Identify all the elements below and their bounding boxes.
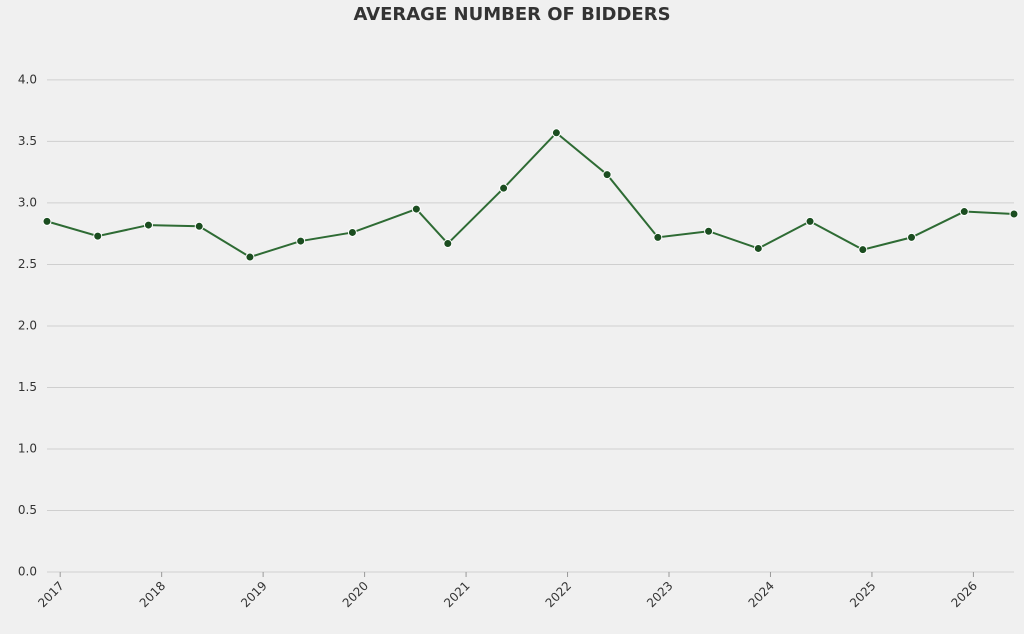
y-tick-label: 2.5 xyxy=(18,257,37,271)
x-tick-label: 2020 xyxy=(340,579,371,610)
x-tick-label: 2023 xyxy=(644,579,675,610)
data-point xyxy=(653,232,663,242)
data-point xyxy=(443,239,453,249)
data-point xyxy=(704,226,714,236)
y-tick-label: 1.5 xyxy=(18,380,37,394)
x-tick-label: 2019 xyxy=(238,579,269,610)
data-point xyxy=(143,220,153,230)
chart-title: AVERAGE NUMBER OF BIDDERS xyxy=(353,4,670,25)
x-tick-label: 2018 xyxy=(137,579,168,610)
y-tick-label: 0.0 xyxy=(18,565,37,579)
data-point xyxy=(551,128,561,138)
data-point xyxy=(499,183,509,193)
data-point xyxy=(1009,209,1019,219)
x-tick-label: 2024 xyxy=(746,579,777,610)
data-point xyxy=(93,231,103,241)
x-tick-label: 2021 xyxy=(441,579,472,610)
data-point xyxy=(296,236,306,246)
x-tick-label: 2025 xyxy=(847,579,878,610)
data-point xyxy=(411,204,421,214)
y-tick-label: 3.0 xyxy=(18,195,37,209)
x-tick-label: 2026 xyxy=(949,579,980,610)
data-point xyxy=(42,216,52,226)
y-tick-label: 1.0 xyxy=(18,441,37,455)
data-point xyxy=(347,227,357,237)
y-tick-label: 4.0 xyxy=(18,72,37,86)
x-tick-label: 2017 xyxy=(35,579,66,610)
y-tick-label: 0.5 xyxy=(18,503,37,517)
data-point xyxy=(245,252,255,262)
data-point xyxy=(602,170,612,180)
y-tick-label: 2.0 xyxy=(18,318,37,332)
data-point xyxy=(805,216,815,226)
data-point xyxy=(907,232,917,242)
x-tick-label: 2022 xyxy=(543,579,574,610)
y-tick-label: 3.5 xyxy=(18,134,37,148)
data-point xyxy=(194,221,204,231)
data-point xyxy=(753,243,763,253)
data-point xyxy=(858,245,868,255)
data-point xyxy=(959,207,969,217)
series-line xyxy=(46,131,1015,259)
